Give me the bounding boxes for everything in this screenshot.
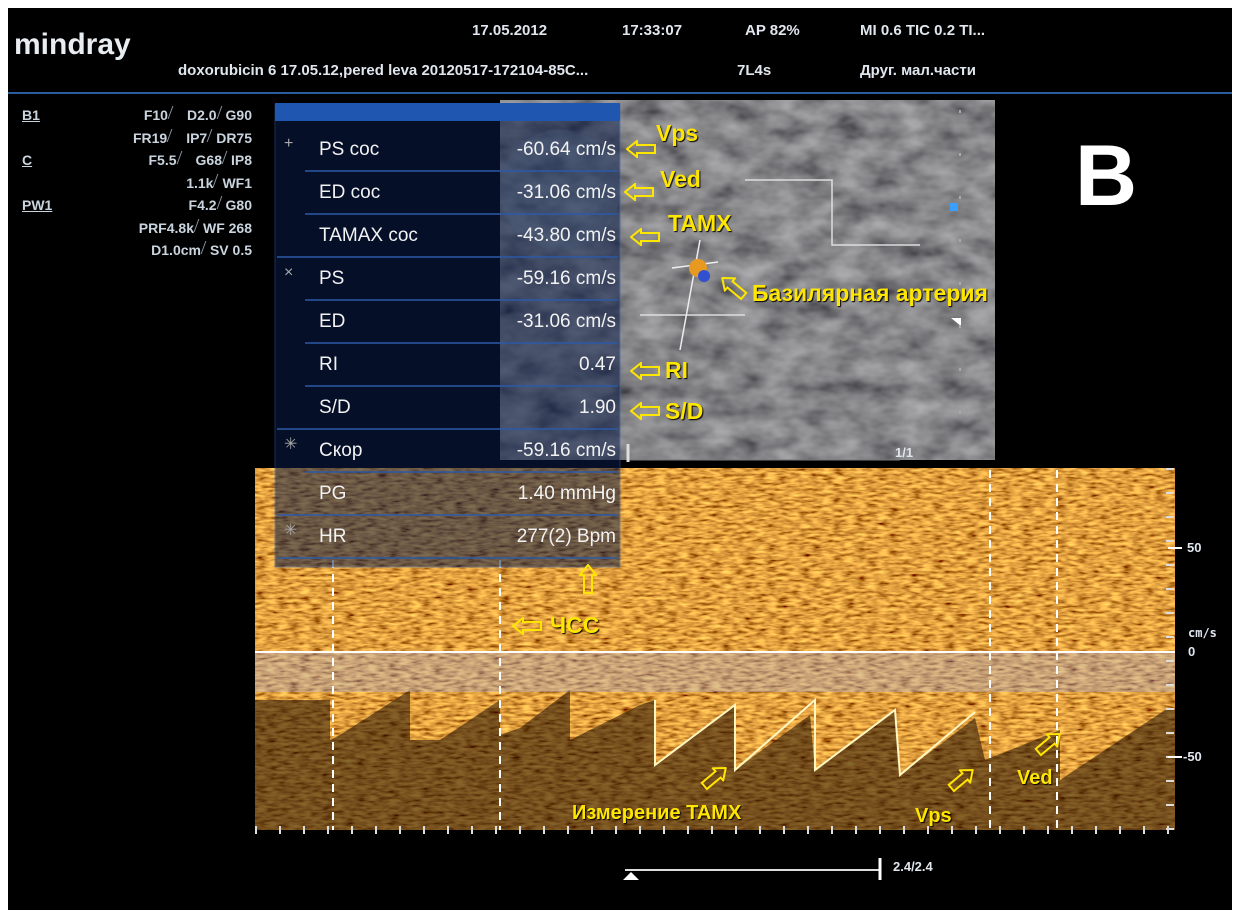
annotation: Ved <box>660 166 701 192</box>
param: SV 0.5 <box>210 241 252 259</box>
param: PW1 <box>22 196 52 214</box>
measure-label: Скор <box>319 440 362 462</box>
param-row: D1.0cm SV 0.5 <box>22 241 252 259</box>
param: FR19 <box>133 129 167 147</box>
param: IP8 <box>231 151 252 169</box>
annotation: RI <box>665 357 688 383</box>
spectrum-noise <box>255 652 1175 692</box>
param: B1 <box>22 106 40 124</box>
measure-label: RI <box>319 354 338 376</box>
group-symbol: ✳ <box>284 520 297 542</box>
scale-label: 50 <box>1187 539 1201 557</box>
measure-label: PS coc <box>319 139 379 161</box>
ultrasound-screen: mindray 17.05.2012 17:33:07 AP 82% MI 0.… <box>0 0 1240 918</box>
annotation: ЧСС <box>550 612 599 638</box>
annotation: Vps <box>656 120 698 146</box>
param: PRF4.8k <box>139 219 194 237</box>
group-symbol: × <box>284 262 293 284</box>
measure-value: 0.47 <box>579 354 616 376</box>
brand: mindray <box>14 28 131 62</box>
param-row: FR19 IP7 DR75 <box>22 129 252 147</box>
separator <box>207 129 213 142</box>
group-symbol: + <box>284 133 293 155</box>
measure-label: HR <box>319 526 346 548</box>
group-symbol: ✳ <box>284 434 297 456</box>
param: F5.5 <box>149 151 177 169</box>
param-row: 1.1k WF1 <box>22 174 252 192</box>
time: 17:33:07 <box>622 22 682 40</box>
scale-label: -50 <box>1183 748 1202 766</box>
measure-panel-title <box>275 103 620 121</box>
param: 1.1k <box>186 174 213 192</box>
measure-label: TAMAX coc <box>319 225 418 247</box>
flow-signal <box>698 270 710 282</box>
page: {"header":{"brand":"mindray","date":"17.… <box>0 0 1240 918</box>
param-row: PW1 F4.2 G80 <box>22 196 252 214</box>
measure-value: -43.80 cm/s <box>517 225 616 247</box>
focus-marker <box>950 203 958 211</box>
param: D1.0cm <box>151 241 201 259</box>
annotation: Базилярная артерия <box>752 280 988 306</box>
annotation: Vps <box>915 803 952 829</box>
param: D2.0 <box>187 106 217 124</box>
date: 17.05.2012 <box>472 22 547 40</box>
annotation: TAMX <box>668 210 731 236</box>
separator <box>213 174 219 187</box>
measure-value: 1.40 mmHg <box>518 483 616 505</box>
measure-value: -31.06 cm/s <box>517 311 616 333</box>
measure-value: -59.16 cm/s <box>517 268 616 290</box>
param: WF1 <box>222 174 252 192</box>
scale-unit: cm/s <box>1188 624 1217 642</box>
separator <box>222 151 228 164</box>
param: C <box>22 151 32 169</box>
separator <box>216 106 222 119</box>
measure-value: -59.16 cm/s <box>517 440 616 462</box>
param-row: PRF4.8k WF 268 <box>22 219 252 237</box>
scale-label: 0 <box>1188 643 1195 661</box>
param-row: C F5.5 G68 IP8 <box>22 151 252 169</box>
param: IP7 <box>186 129 207 147</box>
measure-value: 277(2) Bpm <box>517 526 616 548</box>
separator <box>194 219 200 232</box>
param: WF 268 <box>203 219 252 237</box>
separator <box>201 241 207 254</box>
param: G80 <box>226 196 252 214</box>
annotation: S/D <box>665 398 703 424</box>
file-name: doxorubicin 6 17.05.12,pered leva 201205… <box>178 62 588 80</box>
measure-label: ED coc <box>319 182 380 204</box>
measure-value: 1.90 <box>579 397 616 419</box>
param: G68 <box>196 151 222 169</box>
param: G90 <box>226 106 252 124</box>
measure-label: PG <box>319 483 346 505</box>
measure-label: S/D <box>319 397 351 419</box>
param: F10 <box>144 106 168 124</box>
separator <box>168 106 174 119</box>
annotation: Измерение TAMX <box>572 800 741 826</box>
param-row: B1 F10 D2.0 G90 <box>22 106 252 124</box>
preset: Друг. мал.части <box>860 62 976 80</box>
panel-label: B <box>1075 128 1137 224</box>
indices: MI 0.6 TIC 0.2 TI... <box>860 22 985 40</box>
measure-value: -60.64 cm/s <box>517 139 616 161</box>
measure-value: -31.06 cm/s <box>517 182 616 204</box>
separator <box>167 129 173 142</box>
frame-counter: 1/1 <box>895 444 913 462</box>
param: F4.2 <box>189 196 217 214</box>
separator <box>176 151 182 164</box>
acoustic-power: AP 82% <box>745 22 800 40</box>
annotation: Ved <box>1017 765 1053 791</box>
probe: 7L4s <box>737 62 771 80</box>
measure-label: PS <box>319 268 344 290</box>
separator <box>216 196 222 209</box>
sweep-speed: 2.4/2.4 <box>893 858 933 876</box>
param: DR75 <box>216 129 252 147</box>
measure-label: ED <box>319 311 345 333</box>
